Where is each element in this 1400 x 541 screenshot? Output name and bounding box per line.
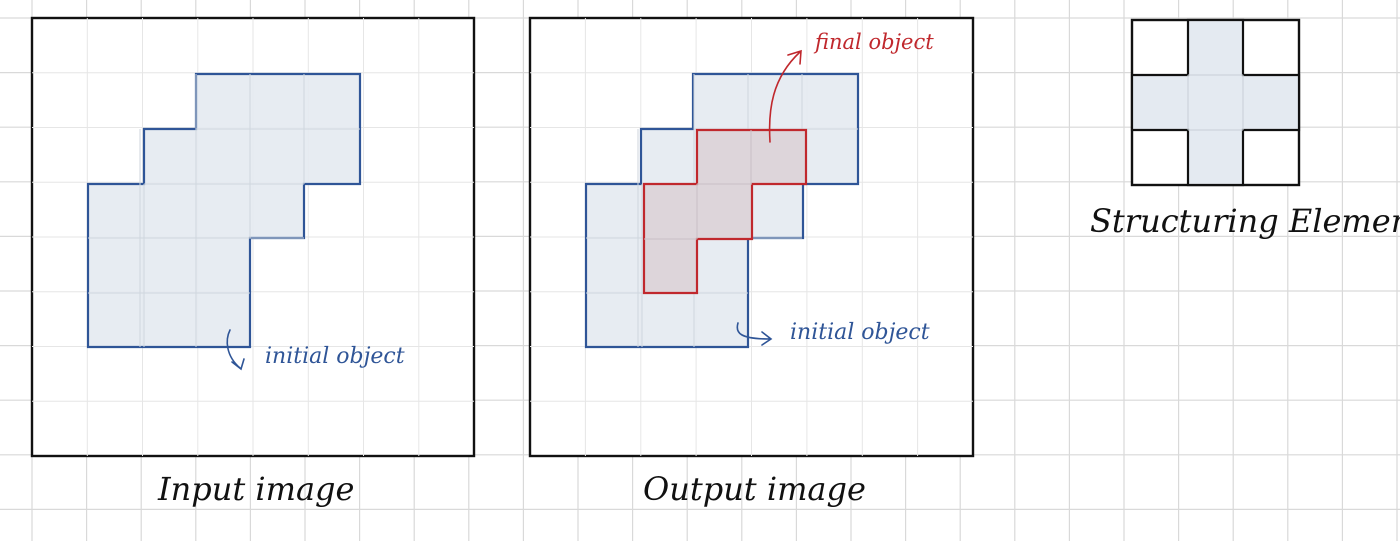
input-panel: initial object Input image (30, 16, 476, 508)
structuring-element-cell-lines (1187, 74, 1244, 131)
input-initial-object (86, 72, 362, 349)
input-object-cell-lines (88, 74, 360, 347)
final-object-annotation-label: final object (813, 30, 934, 54)
output-caption: Output image (643, 470, 866, 508)
structuring-element-panel: Structuring Element (1090, 18, 1400, 240)
output-initial-annotation-arrow (736, 322, 773, 346)
structuring-element-caption: Structuring Element (1090, 202, 1400, 240)
output-initial-annotation-label: initial object (790, 320, 930, 345)
output-final-inner-lines (644, 130, 752, 240)
input-annotation-label: initial object (265, 344, 405, 369)
input-caption: Input image (157, 470, 354, 508)
input-annotation-arrow (226, 329, 245, 371)
output-panel: final object initial object Output image (528, 16, 975, 508)
final-object-annotation-arrow (768, 49, 802, 143)
